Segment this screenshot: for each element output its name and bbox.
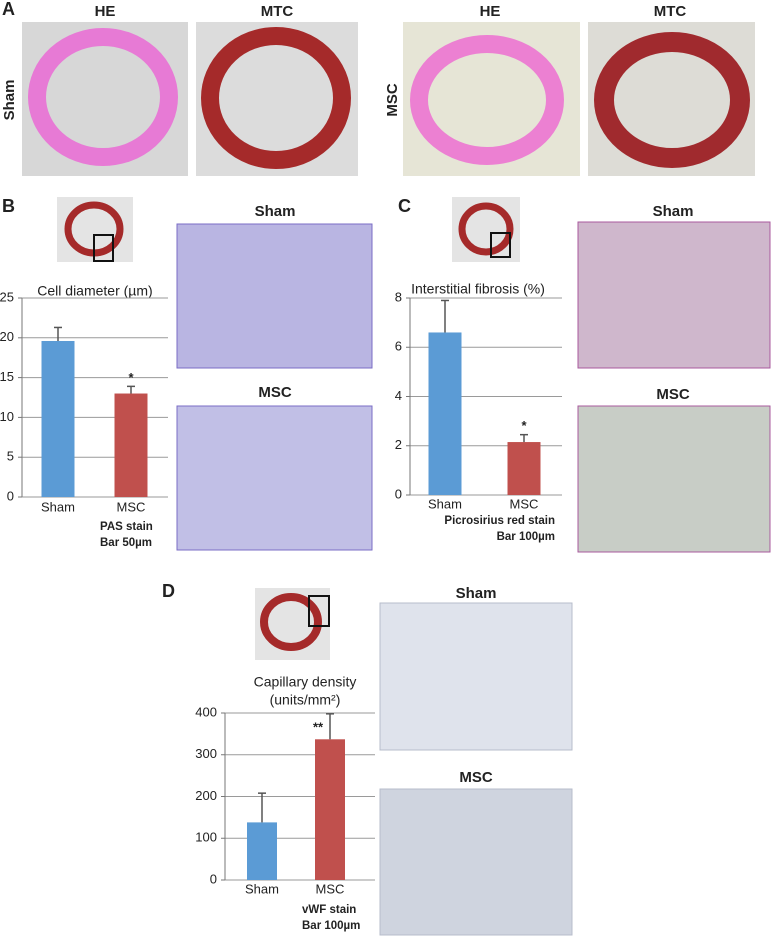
tissue [594, 32, 750, 168]
y-tick-label: 10 [0, 409, 14, 424]
x-tick-label: MSC [316, 881, 345, 896]
image-label: Sham [653, 203, 694, 220]
y-tick-label: 300 [195, 746, 217, 761]
y-tick-label: 20 [0, 329, 14, 344]
image-label: MSC [459, 769, 493, 786]
tissue [260, 593, 322, 651]
tissue [458, 202, 514, 256]
x-tick-label: MSC [510, 496, 539, 511]
annotation: * [521, 418, 527, 433]
tissue [410, 35, 564, 165]
image [196, 22, 358, 176]
y-tick-label: 200 [195, 788, 217, 803]
micrograph [577, 221, 771, 369]
bar [247, 822, 277, 880]
micrograph [577, 405, 771, 553]
tissue [28, 28, 178, 166]
micrograph [176, 223, 373, 369]
y-tick-label: 8 [395, 289, 402, 304]
y-tick-label: 5 [7, 449, 14, 464]
panel-label: C [398, 196, 411, 216]
x-tick-label: Sham [41, 499, 75, 514]
annotation: ** [313, 719, 324, 734]
annotation: * [128, 370, 134, 385]
image-label: MSC [656, 386, 690, 403]
panel-label: D [162, 581, 175, 601]
x-tick-label: MSC [117, 499, 146, 514]
stain-note: vWF stain [302, 904, 356, 916]
bar [41, 340, 75, 497]
stain-note: Bar 100µm [497, 531, 555, 543]
chart-subtitle: (units/mm²) [270, 692, 341, 708]
row-label: MSC [384, 83, 401, 117]
y-tick-label: 6 [395, 339, 402, 354]
stain-note: PAS stain [100, 521, 153, 533]
micrograph [379, 602, 573, 751]
tissue [201, 27, 351, 169]
y-tick-label: 2 [395, 437, 402, 452]
chart-title: Interstitial fibrosis (%) [411, 281, 545, 297]
panel-label: B [2, 196, 15, 216]
micrograph [379, 788, 573, 936]
chart-title: Cell diameter (µm) [37, 283, 152, 299]
column-label: HE [480, 3, 501, 20]
y-tick-label: 0 [210, 871, 217, 886]
column-label: MTC [654, 3, 687, 20]
panel-a-images [22, 22, 755, 176]
y-tick-label: 4 [395, 388, 402, 403]
image-label: Sham [456, 585, 497, 602]
y-tick-label: 100 [195, 830, 217, 845]
stain-note: Bar 50µm [100, 537, 152, 549]
column-label: MTC [261, 3, 294, 20]
bar [315, 739, 345, 880]
y-tick-label: 0 [7, 488, 14, 503]
image-label: MSC [258, 384, 292, 401]
stain-note: Bar 100µm [302, 920, 360, 932]
chart-title: Capillary density [254, 674, 357, 690]
y-tick-label: 0 [395, 486, 402, 501]
stain-note: Picrosirius red stain [444, 515, 555, 527]
roi-box [308, 595, 330, 627]
bar [428, 332, 462, 495]
roi-box [93, 234, 114, 262]
y-tick-label: 15 [0, 369, 14, 384]
y-tick-label: 25 [0, 289, 14, 304]
y-tick-label: 400 [195, 704, 217, 719]
bar [507, 442, 541, 495]
x-tick-label: Sham [428, 496, 462, 511]
row-label: Sham [1, 80, 18, 121]
panel-label: A [2, 0, 15, 19]
x-tick-label: Sham [245, 881, 279, 896]
column-label: HE [95, 3, 116, 20]
bar [114, 393, 148, 497]
image-label: Sham [255, 203, 296, 220]
micrograph [176, 405, 373, 551]
roi-box [490, 232, 511, 258]
